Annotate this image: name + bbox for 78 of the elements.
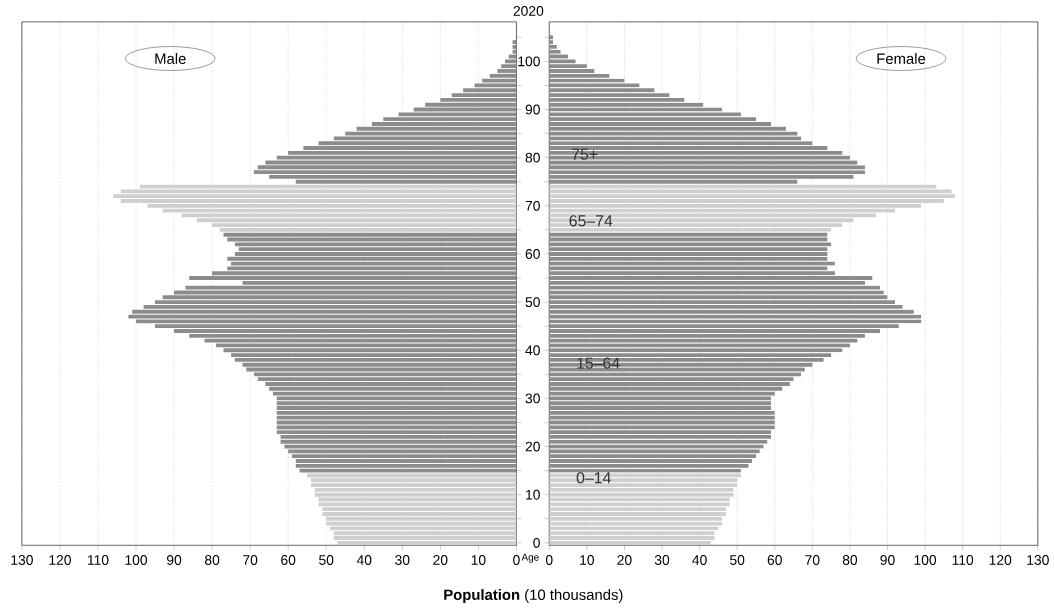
bar — [280, 439, 517, 444]
x-tick-label: 0 — [545, 555, 553, 565]
x-tick-label: 110 — [87, 555, 109, 565]
x-tick-label: 90 — [880, 555, 895, 565]
annotation: 65–74 — [569, 215, 613, 227]
y-tick-label: 20 — [525, 441, 540, 452]
bar — [549, 463, 749, 468]
text: Female — [877, 53, 926, 64]
x-tick-label: 120 — [989, 555, 1012, 565]
bar — [549, 131, 798, 136]
bar — [549, 521, 723, 526]
bar — [276, 425, 517, 430]
y-tick-label: 90 — [525, 104, 540, 115]
x-tick-label: 0 — [513, 555, 520, 565]
bar — [549, 540, 711, 545]
bar — [549, 531, 715, 536]
bar — [132, 309, 517, 314]
bar — [549, 449, 760, 454]
x-tick-label: 110 — [952, 555, 974, 565]
bar — [272, 391, 517, 396]
y-tick-label: 30 — [525, 393, 540, 404]
y-tick-label: 40 — [525, 345, 540, 356]
x-tick-label: 50 — [319, 555, 334, 565]
y-tick-label: 60 — [525, 249, 540, 259]
bar — [549, 502, 730, 507]
annotation: 0–14 — [576, 472, 611, 484]
x-tick-label: 30 — [654, 555, 670, 565]
x-tick-label: 50 — [730, 555, 745, 565]
x-tick-label: 130 — [1027, 555, 1049, 565]
x-tick-label: 100 — [125, 555, 148, 565]
x-tick-label: 20 — [617, 555, 632, 565]
y-tick-label: 0 — [533, 537, 540, 548]
bar — [505, 59, 517, 64]
bar — [549, 242, 832, 247]
y-axis-title: Age — [521, 553, 539, 563]
y-tick-label: 70 — [525, 200, 540, 211]
bar — [299, 468, 517, 473]
x-tick-label: 80 — [204, 555, 220, 565]
x-tick-label: 60 — [281, 555, 296, 565]
chart-title: 2020 — [513, 6, 544, 16]
y-tick-label: 80 — [525, 152, 540, 163]
bar — [549, 189, 952, 194]
text: Male — [155, 53, 186, 64]
x-tick-label: 20 — [433, 555, 448, 565]
bar — [276, 415, 517, 420]
bar — [318, 502, 517, 507]
x-tick-label: 10 — [471, 555, 486, 565]
bar — [337, 540, 517, 545]
bar — [314, 492, 517, 497]
x-tick-label: 40 — [692, 555, 707, 565]
bar — [549, 425, 775, 430]
x-tick-label: 130 — [11, 555, 33, 565]
y-tick-label: 10 — [526, 489, 540, 500]
bar — [549, 415, 775, 420]
x-tick-label: 90 — [166, 555, 182, 565]
y-tick-label: 50 — [525, 297, 540, 308]
bar — [549, 396, 771, 401]
bar — [231, 261, 517, 266]
x-tick-label: 70 — [243, 555, 258, 565]
bar — [326, 521, 517, 526]
bar — [549, 285, 880, 290]
bar — [276, 396, 517, 401]
x-tick-label: 40 — [356, 555, 372, 565]
x-tick-label: 10 — [580, 555, 595, 565]
x-axis-title: Population (10 thousands) — [444, 589, 623, 603]
x-tick-label: 70 — [805, 555, 820, 565]
x-tick-label: 80 — [842, 555, 858, 565]
bar — [257, 165, 517, 170]
bar — [310, 478, 517, 483]
x-tick-label: 120 — [49, 555, 71, 565]
x-tick-label: 30 — [395, 555, 410, 565]
bar — [288, 449, 517, 454]
bar — [549, 492, 734, 497]
bar — [330, 526, 517, 531]
x-tick-label: 60 — [767, 555, 782, 565]
bar — [223, 232, 517, 237]
y-tick-label: 100 — [518, 56, 540, 67]
x-tick-label: 100 — [914, 555, 937, 565]
